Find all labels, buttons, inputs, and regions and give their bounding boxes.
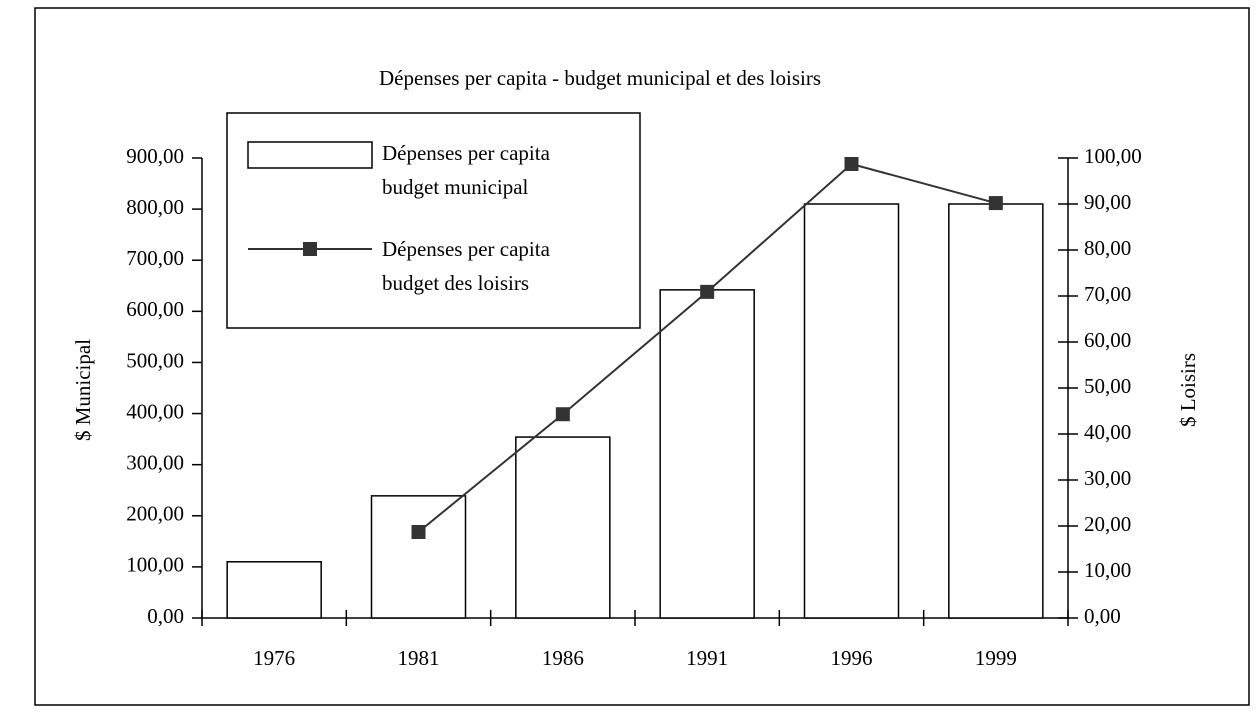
bar xyxy=(803,203,900,619)
y-tick-label: 600,00 xyxy=(126,297,184,321)
y-tick-label: 800,00 xyxy=(126,195,184,219)
x-tick-label: 1986 xyxy=(542,646,584,670)
y-tick-label: 500,00 xyxy=(126,348,184,372)
y2-tick-label: 70,00 xyxy=(1084,282,1131,306)
x-tick-label: 1996 xyxy=(831,646,873,670)
y2-tick-label: 60,00 xyxy=(1084,328,1131,352)
y2-tick-label: 0,00 xyxy=(1084,604,1121,628)
bar xyxy=(659,289,755,619)
legend-label-box: Dépenses per capita budget municipal xyxy=(382,141,550,199)
y2-tick-label: 40,00 xyxy=(1084,420,1131,444)
y2-tick-label: 90,00 xyxy=(1084,190,1131,214)
y2-axis-label: $ Loisirs xyxy=(1176,353,1200,427)
bar xyxy=(515,436,611,619)
y-axis-label: $ Municipal xyxy=(71,339,95,441)
x-tick-label: 1981 xyxy=(398,646,440,670)
y-tick-label: 400,00 xyxy=(126,399,184,423)
y2-tick-label: 100,00 xyxy=(1084,144,1142,168)
legend: Dépenses per capita budget municipal Dépe… xyxy=(226,112,641,329)
bar xyxy=(226,561,322,619)
y-tick-label: 0,00 xyxy=(147,604,184,628)
y2-tick-label: 80,00 xyxy=(1084,236,1131,260)
chart-frame xyxy=(34,7,1250,706)
x-tick-label: 1991 xyxy=(686,646,728,670)
y-tick-label: 300,00 xyxy=(126,450,184,474)
line-marker xyxy=(555,407,570,422)
x-tick-label: 1976 xyxy=(253,646,295,670)
y2-tick-label: 10,00 xyxy=(1084,558,1131,582)
y2-tick-label: 50,00 xyxy=(1084,374,1131,398)
x-tick-label: 1999 xyxy=(975,646,1017,670)
y-tick-label: 900,00 xyxy=(126,144,184,168)
y-tick-label: 700,00 xyxy=(126,246,184,270)
y-tick-label: 200,00 xyxy=(126,502,184,526)
bar xyxy=(948,203,1044,619)
line-marker xyxy=(411,524,426,539)
bar xyxy=(370,495,467,619)
y2-tick-label: 20,00 xyxy=(1084,512,1131,536)
line-marker xyxy=(988,196,1003,211)
line-marker xyxy=(844,156,859,171)
y2-tick-label: 30,00 xyxy=(1084,466,1131,490)
legend-label: Dépenses per capita budget des loisirs xyxy=(382,237,550,295)
legend-marker xyxy=(303,242,317,256)
line-marker xyxy=(700,284,715,299)
legend-label: Dépenses per capita budget municipal xyxy=(382,141,550,199)
y-tick-label: 100,00 xyxy=(126,553,184,577)
legend-swatch xyxy=(247,141,373,169)
chart-title: Dépenses per capita - budget municipal e… xyxy=(379,66,821,90)
legend-label-box: Dépenses per capita budget des loisirs xyxy=(382,237,550,295)
